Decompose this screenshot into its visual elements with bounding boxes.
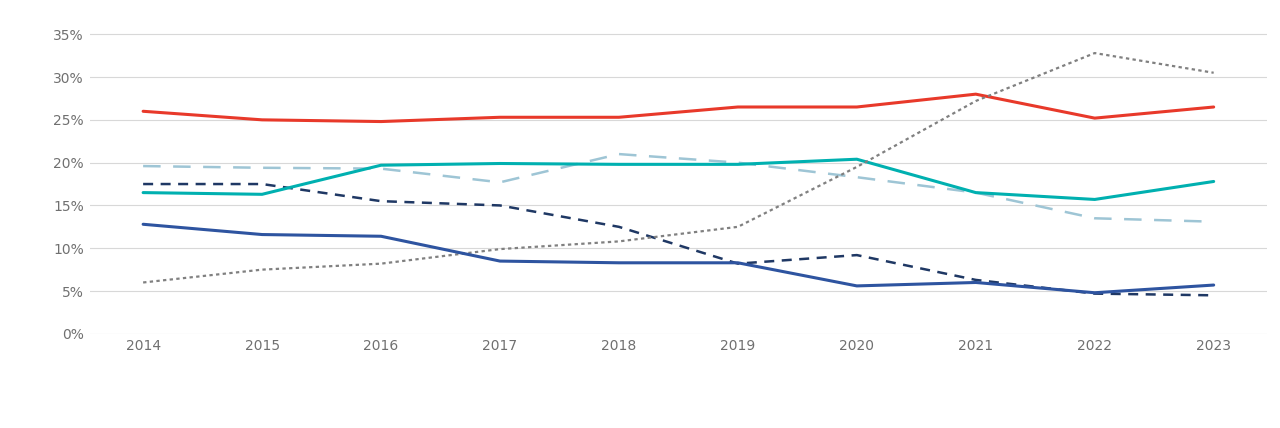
Entry [1206, 104, 1221, 110]
Small [1206, 293, 1221, 298]
Crossover [374, 261, 389, 266]
Other segments [968, 280, 983, 285]
Entry [612, 115, 627, 120]
Line: Small: Small [143, 184, 1213, 295]
Entry [968, 92, 983, 97]
Entry [849, 104, 864, 110]
Other segments [136, 222, 151, 227]
Other segments [1087, 290, 1102, 295]
Crossover [1206, 70, 1221, 75]
Entry [136, 109, 151, 114]
Other segments [849, 283, 864, 288]
Small [374, 199, 389, 204]
Line: Entry: Entry [143, 94, 1213, 122]
Crossover [849, 164, 864, 169]
sub-Small [730, 160, 745, 165]
Small [849, 253, 864, 258]
Line: SUV: SUV [143, 159, 1213, 199]
Crossover [255, 267, 270, 272]
Entry [730, 104, 745, 110]
Other segments [730, 260, 745, 265]
sub-Small [612, 152, 627, 157]
Other segments [374, 234, 389, 239]
Other segments [1206, 282, 1221, 288]
sub-Small [374, 166, 389, 171]
Small [1087, 291, 1102, 296]
sub-Small [968, 190, 983, 195]
sub-Small [849, 175, 864, 180]
Entry [493, 115, 508, 120]
Small [493, 203, 508, 208]
Other segments [255, 232, 270, 237]
SUV [730, 162, 745, 167]
Small [136, 181, 151, 187]
Small [968, 277, 983, 282]
SUV [1206, 179, 1221, 184]
sub-Small [136, 163, 151, 169]
Other segments [493, 259, 508, 264]
Line: Crossover: Crossover [143, 53, 1213, 282]
sub-Small [493, 180, 508, 185]
Crossover [730, 224, 745, 229]
SUV [136, 190, 151, 195]
sub-Small [1206, 219, 1221, 224]
SUV [968, 190, 983, 195]
SUV [1087, 197, 1102, 202]
Crossover [1087, 51, 1102, 56]
Other segments [612, 260, 627, 265]
Crossover [136, 280, 151, 285]
Crossover [612, 239, 627, 244]
Entry [1087, 116, 1102, 121]
SUV [612, 162, 627, 167]
Crossover [968, 98, 983, 104]
Small [730, 261, 745, 266]
SUV [849, 157, 864, 162]
Small [612, 224, 627, 229]
Line: sub-Small: sub-Small [143, 154, 1213, 222]
Crossover [493, 247, 508, 252]
Line: Other segments: Other segments [143, 224, 1213, 293]
SUV [255, 192, 270, 197]
Entry [374, 119, 389, 124]
sub-Small [1087, 216, 1102, 221]
Entry [255, 117, 270, 122]
sub-Small [255, 165, 270, 170]
SUV [374, 163, 389, 168]
SUV [493, 161, 508, 166]
Small [255, 181, 270, 187]
